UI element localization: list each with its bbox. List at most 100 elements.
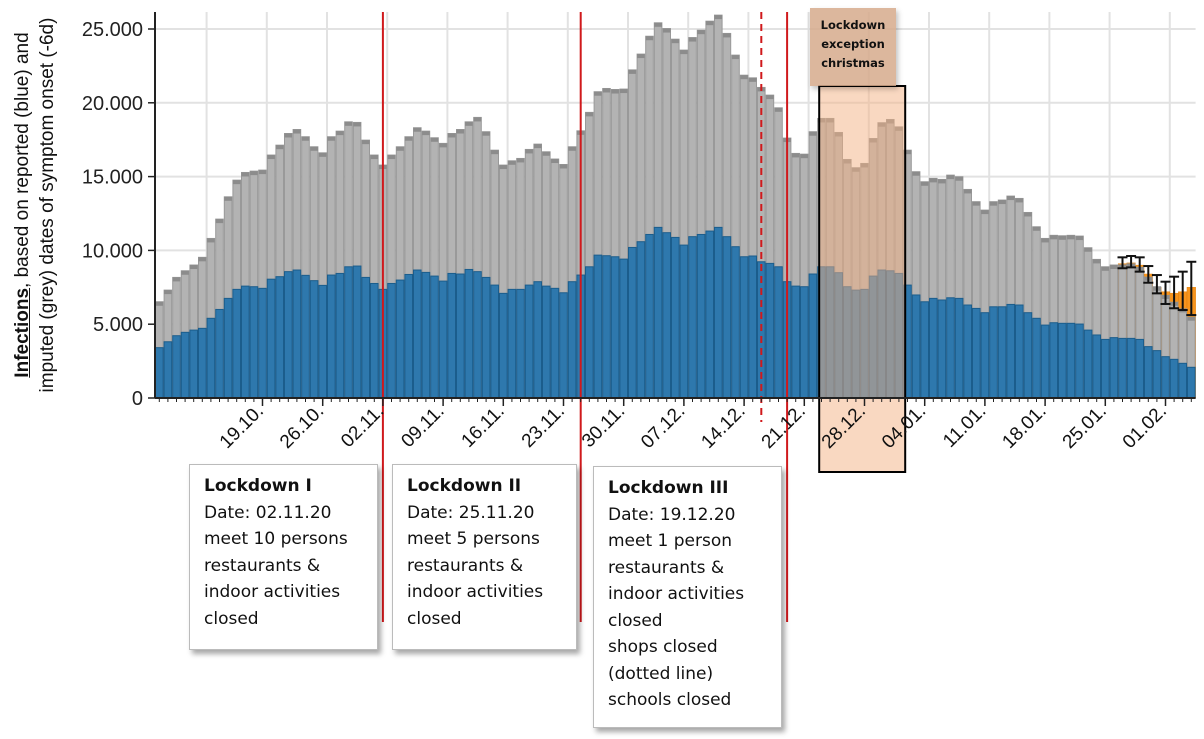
annotation-line: restaurants &	[204, 555, 321, 576]
imputed-bar-cap	[327, 136, 336, 141]
y-tick-label: 5.000	[93, 314, 143, 336]
reported-bar	[507, 288, 517, 399]
reported-bar	[1187, 366, 1196, 399]
reported-bar	[636, 241, 646, 399]
imputed-bar-cap	[447, 133, 456, 138]
x-tick-label: 02.11.	[337, 401, 388, 452]
reported-bar	[413, 269, 422, 399]
imputed-bar-cap	[611, 89, 619, 94]
reported-bar	[567, 281, 577, 399]
annotation-lockdown-3: Lockdown III Date: 19.12.20 meet 1 perso…	[593, 466, 782, 728]
annotation-line: Date: 19.12.20	[608, 504, 736, 525]
reported-bar	[774, 266, 783, 399]
reported-bar	[679, 244, 689, 399]
imputed-bar-cap	[645, 36, 654, 41]
imputed-bar-cap	[662, 28, 671, 33]
reported-bar	[198, 327, 207, 399]
reported-bar	[1109, 337, 1119, 399]
christmas-exception-label: Lockdown exception christmas	[810, 8, 896, 86]
reported-bar	[645, 233, 654, 399]
imputed-bar-cap	[439, 143, 447, 148]
reported-bar	[361, 276, 370, 399]
imputed-bar-cap	[422, 131, 430, 136]
imputed-bar-cap	[972, 201, 981, 206]
imputed-bar-cap	[697, 30, 705, 35]
reported-bar	[937, 299, 947, 399]
reported-bar	[1135, 338, 1145, 399]
imputed-bar-cap	[963, 189, 972, 194]
reported-bar	[163, 341, 173, 399]
reported-bar	[662, 232, 672, 399]
annotation-line: Date: 02.11.20	[204, 502, 332, 523]
imputed-bar-cap	[456, 129, 465, 134]
annotation-lockdown-1: Lockdown I Date: 02.11.20 meet 10 person…	[189, 464, 378, 650]
annotation-lockdown-2: Lockdown II Date: 25.11.20 meet 5 person…	[392, 464, 577, 650]
reported-bar	[524, 284, 534, 399]
annotation-line: restaurants &	[407, 555, 524, 576]
reported-bar	[542, 285, 551, 399]
imputed-bar-cap	[224, 196, 232, 201]
reported-bar	[447, 272, 456, 399]
reported-bar	[722, 236, 732, 399]
imputed-bar-cap	[370, 155, 379, 160]
reported-bar	[266, 278, 276, 399]
reported-bar	[671, 236, 680, 399]
reported-bar	[1178, 362, 1188, 399]
reported-bar	[731, 246, 740, 399]
reported-bar	[1015, 304, 1024, 399]
y-tick-label: 10.000	[82, 240, 143, 262]
annotation-line: indoor activities	[608, 584, 745, 604]
reported-bar	[327, 274, 336, 399]
annotation-line: closed	[407, 608, 462, 629]
imputed-bar-cap	[387, 155, 396, 160]
reported-bar	[155, 347, 164, 399]
annotation-title: Lockdown I	[204, 476, 312, 496]
annotation-line: meet 10 persons	[204, 529, 348, 549]
imputed-bar-cap	[258, 170, 267, 175]
reported-bar	[352, 265, 362, 399]
imputed-bar-cap	[232, 180, 241, 185]
imputed-bar-cap	[1006, 196, 1015, 201]
reported-bar	[972, 307, 981, 399]
imputed-bar-cap	[490, 150, 499, 155]
imputed-bar-cap	[284, 133, 293, 138]
reported-bar	[387, 282, 396, 399]
y-tick-label: 25.000	[82, 19, 143, 41]
reported-bar	[808, 273, 818, 399]
imputed-bar-cap	[336, 131, 344, 136]
y-tick-label: 20.000	[82, 93, 143, 115]
reported-bar	[714, 226, 723, 399]
overlay	[381, 12, 1197, 622]
imputed-bar-cap	[215, 219, 224, 224]
reported-bar	[258, 287, 267, 399]
x-tick-label: 26.10.	[276, 401, 328, 453]
imputed-bar-cap	[482, 131, 490, 136]
reported-bar	[370, 282, 379, 399]
imputed-bar-cap	[172, 277, 181, 282]
reported-bar	[464, 268, 474, 399]
imputed-bar-cap	[998, 200, 1006, 205]
annotation-line: meet 5 persons	[407, 529, 540, 549]
imputed-bar-cap	[164, 290, 172, 295]
reported-bar	[215, 308, 224, 399]
reported-bar	[301, 274, 310, 399]
annotation-line: restaurants &	[608, 557, 725, 578]
reported-bar	[1144, 346, 1153, 399]
annotation-title: Lockdown III	[608, 478, 729, 498]
imputed-bar-cap	[396, 146, 404, 151]
imputed-bar-cap	[903, 150, 912, 155]
imputed-bar-cap	[929, 178, 938, 183]
x-tick-label: 21.12.	[758, 401, 810, 453]
annotation-line: schools closed	[608, 690, 732, 710]
imputed-bar-cap	[1058, 235, 1067, 240]
imputed-bar-cap	[1101, 266, 1110, 271]
christmas-label-line: christmas	[821, 56, 885, 70]
reported-bar	[318, 284, 327, 399]
reported-bar	[593, 254, 603, 399]
imputed-bar-cap	[361, 140, 370, 145]
imputed-bar-cap	[800, 154, 809, 159]
reported-bar	[309, 280, 319, 399]
x-tick-label: 11.01.	[939, 401, 990, 452]
reported-bar	[585, 266, 594, 399]
